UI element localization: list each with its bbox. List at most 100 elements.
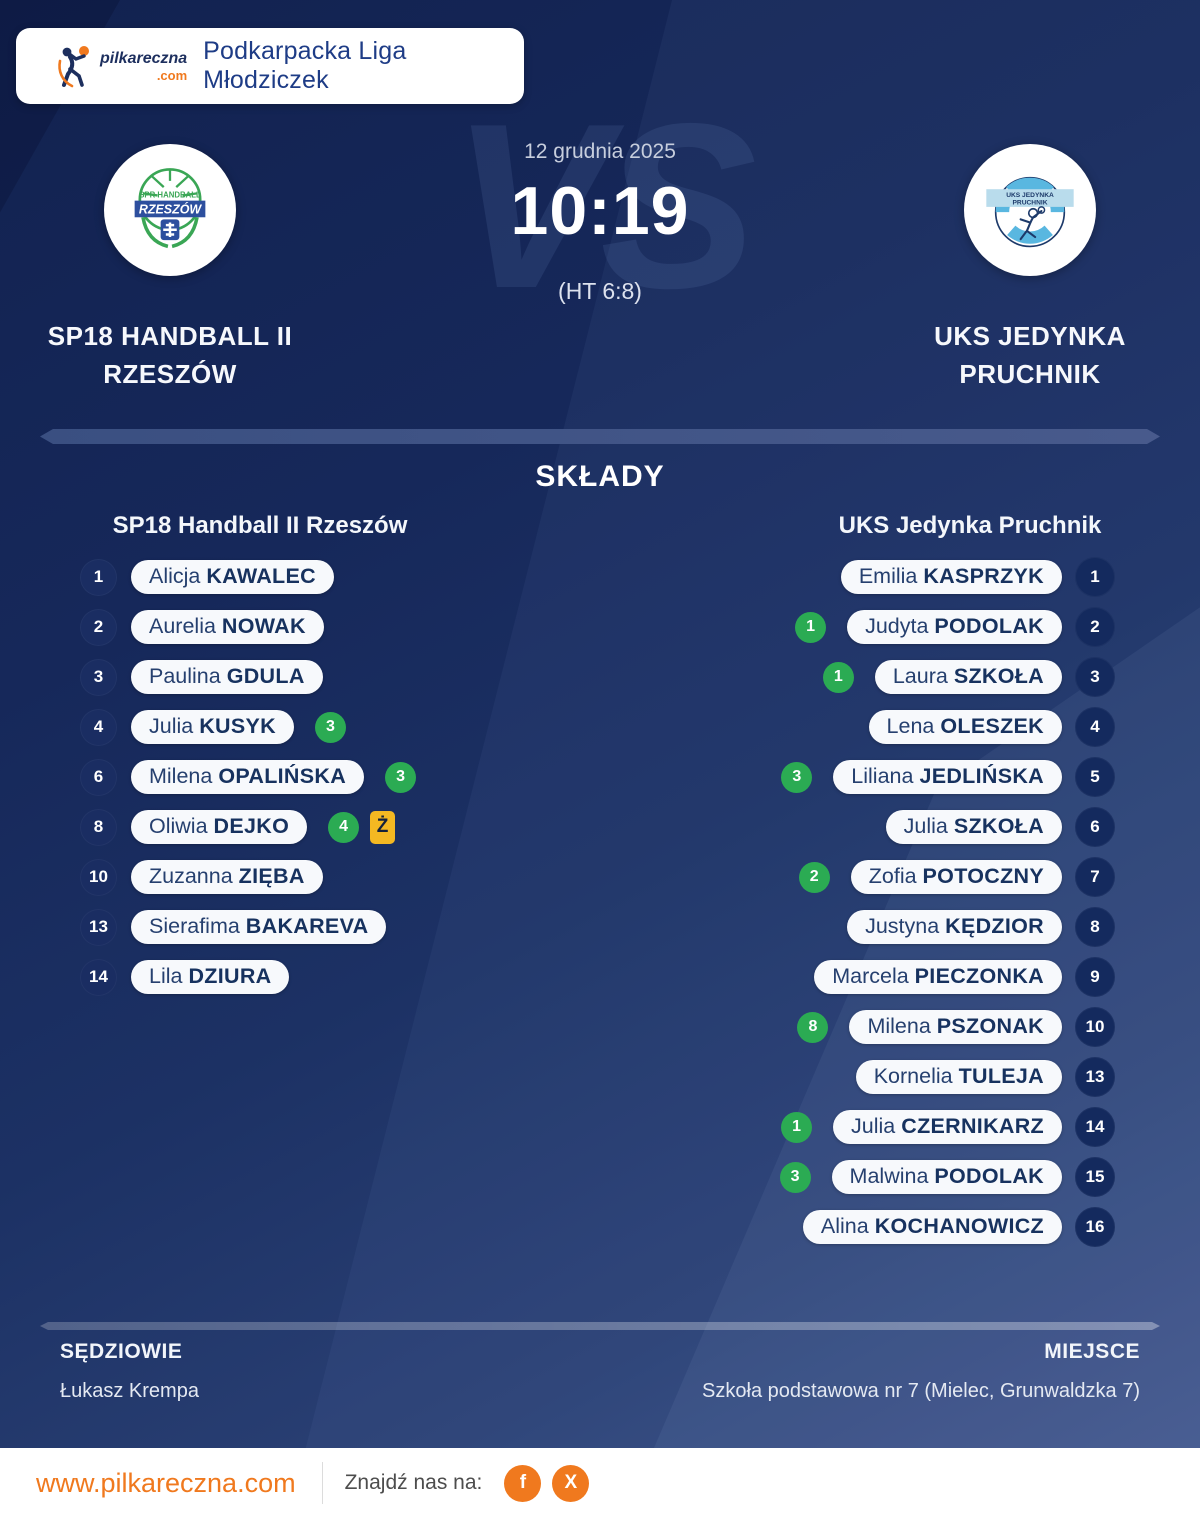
player-number: 16 — [1075, 1207, 1115, 1247]
player-first-name: Lila — [149, 964, 189, 988]
player-last-name: DZIURA — [188, 964, 272, 988]
roster-row: 1 Julia CZERNIKARZ 14 — [595, 1102, 1115, 1152]
goals-badge: 1 — [795, 611, 827, 643]
roster-row: Kornelia TULEJA 13 — [595, 1052, 1115, 1102]
player-first-name: Milena — [149, 764, 219, 788]
svg-text:RZESZÓW: RZESZÓW — [139, 202, 203, 217]
player-last-name: SZKOŁA — [953, 664, 1044, 688]
player-first-name: Lena — [886, 714, 941, 738]
footer-divider — [40, 1322, 1160, 1330]
match-score: 10:19 — [510, 173, 690, 249]
goals-badge: 4 — [328, 811, 360, 843]
roster-row: Marcela PIECZONKA 9 — [595, 952, 1115, 1002]
roster-row: 1 Alicja KAWALEC — [80, 552, 600, 602]
player-last-name: SZKOŁA — [953, 814, 1044, 838]
player-first-name: Alina — [820, 1214, 875, 1238]
player-last-name: KOCHANOWICZ — [874, 1214, 1044, 1238]
player-name-pill: Lila DZIURA — [131, 960, 290, 994]
roster-row: Justyna KĘDZIOR 8 — [595, 902, 1115, 952]
player-last-name: OPALIŃSKA — [218, 764, 347, 788]
roster-row: 3 Paulina GDULA — [80, 652, 600, 702]
halftime-score: (HT 6:8) — [558, 278, 642, 304]
player-last-name: ZIĘBA — [238, 864, 305, 888]
goals-badge: 3 — [385, 761, 417, 793]
player-last-name: PODOLAK — [934, 614, 1044, 638]
facebook-icon[interactable]: f — [504, 1464, 542, 1502]
brand-tld: .com — [156, 67, 188, 83]
goals-badge: 1 — [781, 1111, 813, 1143]
away-roster-header: UKS Jedynka Pruchnik — [838, 512, 1102, 539]
league-title: Podkarpacka Liga Młodziczek — [203, 37, 407, 94]
match-date: 12 grudnia 2025 — [524, 140, 676, 163]
player-name-pill: Aurelia NOWAK — [131, 610, 324, 644]
roster-row: 10 Zuzanna ZIĘBA — [80, 852, 600, 902]
away-roster: Emilia KASPRZYK 1 1 Judyta PODOLAK 2 1 Laura S… — [595, 552, 1115, 1252]
player-name-pill: Sierafima BAKAREVA — [131, 910, 387, 944]
player-first-name: Zofia — [868, 864, 923, 888]
player-number: 6 — [1075, 807, 1115, 847]
player-name-pill: Malwina PODOLAK — [831, 1160, 1062, 1194]
player-number: 15 — [1075, 1157, 1115, 1197]
venue-value: Szkoła podstawowa nr 7 (Mielec, Grunwald… — [702, 1380, 1140, 1402]
player-number: 1 — [80, 558, 117, 596]
officials-section: SĘDZIOWIE Łukasz Krempa MIEJSCE Szkoła p… — [60, 1340, 1140, 1403]
find-us-label: Znajdź nas na: — [344, 1471, 483, 1494]
away-team-name: UKS JEDYNKA PRUCHNIK — [934, 321, 1126, 389]
player-number: 8 — [80, 808, 117, 846]
player-last-name: PODOLAK — [934, 1164, 1044, 1188]
player-name-pill: Alina KOCHANOWICZ — [802, 1210, 1062, 1244]
svg-text:UKS JEDYNKA: UKS JEDYNKA — [1006, 192, 1054, 199]
player-last-name: PSZONAK — [936, 1014, 1044, 1038]
section-divider — [40, 429, 1160, 444]
roster-row: 1 Laura SZKOŁA 3 — [595, 652, 1115, 702]
player-last-name: KUSYK — [199, 714, 276, 738]
handball-player-icon — [54, 43, 98, 89]
player-first-name: Julia — [903, 814, 954, 838]
player-last-name: OLESZEK — [940, 714, 1044, 738]
player-number: 14 — [1075, 1107, 1115, 1147]
player-number: 4 — [1075, 707, 1115, 747]
roster-row: 4 Julia KUSYK 3 — [80, 702, 600, 752]
referees-label: SĘDZIOWIE — [60, 1340, 183, 1363]
player-last-name: TULEJA — [958, 1064, 1044, 1088]
player-number: 10 — [1075, 1007, 1115, 1047]
goals-badge: 3 — [781, 761, 813, 793]
vertical-divider — [321, 1462, 323, 1504]
away-crest-icon: UKS JEDYNKA PRUCHNIK — [986, 176, 1074, 248]
player-number: 7 — [1075, 857, 1115, 897]
site-link[interactable]: www.pilkareczna.com — [36, 1467, 296, 1498]
player-name-pill: Zofia POTOCZNY — [850, 860, 1062, 894]
player-number: 2 — [1075, 607, 1115, 647]
player-first-name: Paulina — [149, 664, 227, 688]
player-first-name: Laura — [892, 664, 954, 688]
player-first-name: Milena — [867, 1014, 937, 1038]
player-name-pill: Justyna KĘDZIOR — [847, 910, 1062, 944]
player-number: 9 — [1075, 957, 1115, 997]
player-name-pill: Milena PSZONAK — [849, 1010, 1062, 1044]
roster-row: 3 Liliana JEDLIŃSKA 5 — [595, 752, 1115, 802]
home-roster: 1 Alicja KAWALEC 2 Aurelia NOWAK 3 Paulina GD… — [80, 552, 600, 1002]
roster-row: 1 Judyta PODOLAK 2 — [595, 602, 1115, 652]
svg-text:PRUCHNIK: PRUCHNIK — [1012, 199, 1047, 206]
player-first-name: Judyta — [865, 614, 935, 638]
player-number: 13 — [80, 908, 117, 946]
player-name-pill: Julia KUSYK — [131, 710, 294, 744]
player-name-pill: Paulina GDULA — [131, 660, 323, 694]
goals-badge: 3 — [314, 711, 346, 743]
player-last-name: PIECZONKA — [914, 964, 1044, 988]
roster-row: 14 Lila DZIURA — [80, 952, 600, 1002]
svg-text:SPR HANDBALL: SPR HANDBALL — [139, 191, 201, 200]
yellow-card-icon: Ż — [370, 810, 396, 844]
player-last-name: DEJKO — [213, 814, 290, 838]
roster-row: 8 Oliwia DEJKO 4 Ż — [80, 802, 600, 852]
player-last-name: JEDLIŃSKA — [919, 764, 1044, 788]
player-first-name: Aurelia — [149, 614, 222, 638]
player-number: 13 — [1075, 1057, 1115, 1097]
player-name-pill: Marcela PIECZONKA — [814, 960, 1062, 994]
player-first-name: Alicja — [149, 564, 207, 588]
player-first-name: Justyna — [865, 914, 946, 938]
player-last-name: CZERNIKARZ — [901, 1114, 1044, 1138]
player-name-pill: Judyta PODOLAK — [847, 610, 1062, 644]
x-icon[interactable]: X — [552, 1464, 590, 1502]
